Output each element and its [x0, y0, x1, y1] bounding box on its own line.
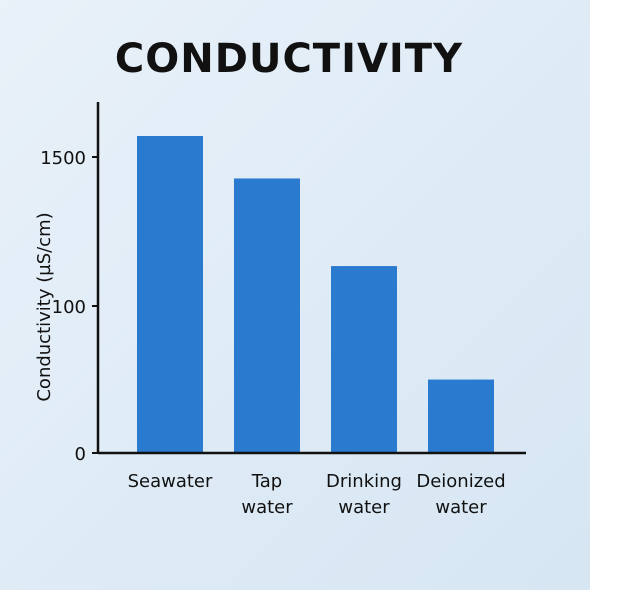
x-category-label: Drinking water	[326, 471, 402, 518]
bar-seawater	[137, 136, 203, 453]
y-tick-group: 0 100 1500	[40, 148, 98, 465]
x-category-label: Seawater	[128, 471, 213, 492]
y-tick-label: 1500	[40, 148, 86, 169]
bar-tap-water	[234, 178, 300, 453]
bar-group	[137, 136, 494, 453]
x-label-group: Seawater Tap water Drinking water Deionized wa…	[128, 471, 506, 518]
x-category-label: Tap water	[241, 471, 293, 518]
y-tick-label: 0	[75, 444, 86, 465]
bar-deionized-water	[428, 379, 494, 453]
bar-drinking-water	[331, 266, 397, 453]
y-axis-label: Conductivity (µS/cm)	[34, 212, 55, 401]
chart-title: CONDUCTIVITY	[114, 36, 464, 82]
bar-chart: 0 100 1500 Seawater Tap water Drinking water De…	[34, 102, 526, 518]
x-category-label: Deionized water	[416, 471, 505, 518]
y-tick-label: 100	[52, 297, 86, 318]
chart-background: CONDUCTIVITY 0 100 1500 Seawater Tap water Dr…	[0, 0, 590, 590]
